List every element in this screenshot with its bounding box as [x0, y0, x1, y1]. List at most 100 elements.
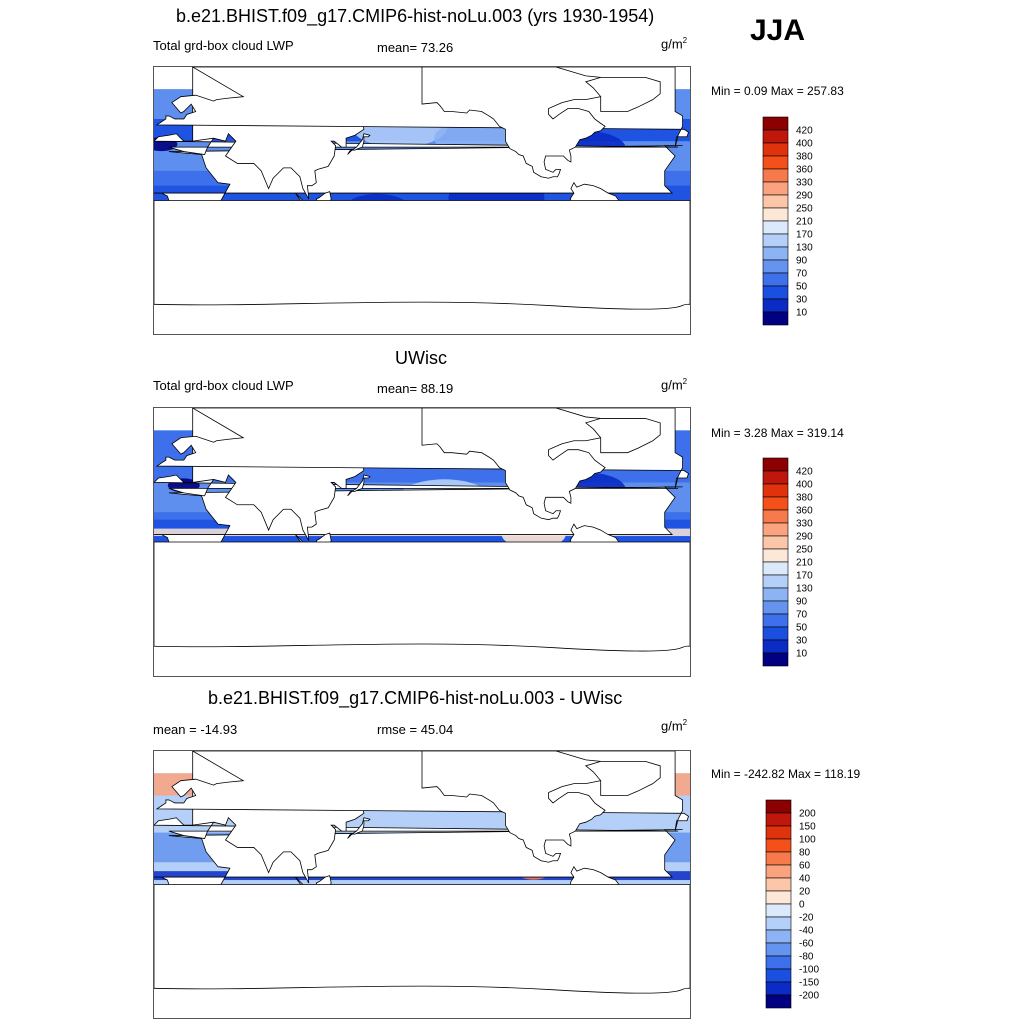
colorbar-swatch: [762, 194, 789, 209]
colorbar-label: 70: [796, 610, 808, 621]
colorbar-swatch: [762, 548, 789, 563]
colorbar-swatch: [765, 942, 792, 957]
colorbar-swatch: [762, 129, 789, 144]
panel-3-colorbar: 200 150 100 80 60 40 20 0 -20 -40 -60 -80 -100 -150 -2…: [765, 799, 826, 1015]
colorbar-swatch: [762, 561, 789, 576]
colorbar-swatch: [765, 994, 792, 1009]
colorbar-swatch: [765, 916, 792, 931]
colorbar-swatch: [765, 851, 792, 866]
panel-1-colorbar: 420 400 380 360 330 290 250 210 170 130 90 70 50 30 10: [762, 116, 823, 332]
panel-1-mean-label: mean= 73.26: [377, 40, 454, 55]
panel-3-units: g/m2: [661, 718, 688, 734]
panel-2-left-label: Total grd-box cloud LWP: [153, 378, 294, 393]
land-mass: [422, 408, 616, 520]
colorbar-swatch: [765, 929, 792, 944]
colorbar-swatch: [765, 955, 792, 970]
colorbar-label: 400: [796, 139, 813, 150]
colorbar-swatch: [762, 522, 789, 537]
colorbar-swatch: [762, 272, 789, 287]
colorbar-label: 360: [796, 165, 813, 176]
colorbar-label: 170: [796, 230, 813, 241]
colorbar-label: 210: [796, 558, 813, 569]
colorbar-swatch: [762, 496, 789, 511]
antarctica: [154, 646, 690, 676]
colorbar-label: 50: [796, 623, 808, 634]
colorbar-label: -60: [799, 939, 814, 950]
colorbar-swatch: [762, 470, 789, 485]
colorbar-swatch: [762, 600, 789, 615]
colorbar-label: 250: [796, 545, 813, 556]
antarctica-coastline: [154, 301, 690, 310]
colorbar-label: 90: [796, 256, 808, 267]
land-mass: [348, 818, 370, 839]
colorbar-label: 400: [796, 480, 813, 491]
colorbar-label: 420: [796, 467, 813, 478]
panel-1-map: [153, 66, 691, 335]
panel-2-mean-label: mean= 88.19: [377, 381, 454, 396]
colorbar-label: 380: [796, 493, 813, 504]
colorbar-label: 70: [796, 269, 808, 280]
colorbar-swatch: [762, 142, 789, 157]
colorbar-label: 150: [799, 822, 816, 833]
land-mass: [154, 542, 690, 676]
panel-2-title: UWisc: [395, 348, 447, 368]
colorbar-label: 210: [796, 217, 813, 228]
colorbar-swatch: [762, 116, 789, 131]
colorbar-swatch: [762, 483, 789, 498]
colorbar-label: 100: [799, 835, 816, 846]
antarctica: [154, 988, 690, 1018]
land-mass: [154, 884, 690, 1017]
land-mass: [348, 475, 370, 496]
colorbar-label: 40: [799, 874, 811, 885]
colorbar-label: 60: [799, 861, 811, 872]
colorbar-swatch: [765, 864, 792, 879]
colorbar-swatch: [762, 298, 789, 313]
colorbar-label: 290: [796, 532, 813, 543]
land-mass: [586, 761, 660, 795]
colorbar-label: 250: [796, 204, 813, 215]
panel-3-mean-label: mean = -14.93: [153, 722, 238, 737]
land-mass: [422, 67, 616, 178]
colorbar-swatch: [762, 233, 789, 248]
colorbar-swatch: [762, 155, 789, 170]
antarctica-coastline: [154, 985, 690, 994]
colorbar-label: 130: [796, 243, 813, 254]
colorbar-label: 10: [796, 649, 808, 660]
panel-1-title: b.e21.BHIST.f09_g17.CMIP6-hist-noLu.003 …: [176, 6, 655, 26]
colorbar-swatch: [762, 181, 789, 196]
land-mass: [586, 418, 660, 452]
colorbar-label: 380: [796, 152, 813, 163]
panel-3-map: [153, 750, 691, 1019]
colorbar-label: 30: [796, 636, 808, 647]
colorbar-swatch: [762, 246, 789, 261]
colorbar-swatch: [762, 639, 789, 654]
season-label: JJA: [750, 14, 806, 47]
colorbar-swatch: [762, 587, 789, 602]
colorbar-label: 170: [796, 571, 813, 582]
colorbar-swatch: [765, 981, 792, 996]
colorbar-swatch: [765, 812, 792, 827]
colorbar-label: 20: [799, 887, 811, 898]
colorbar-swatch: [762, 652, 789, 667]
colorbar-label: 330: [796, 178, 813, 189]
colorbar-label: 330: [796, 519, 813, 530]
colorbar-swatch: [762, 509, 789, 524]
colorbar-swatch: [765, 838, 792, 853]
colorbar-swatch: [765, 799, 792, 814]
colorbar-label: 130: [796, 584, 813, 595]
colorbar-swatch: [765, 968, 792, 983]
colorbar-label: -20: [799, 913, 814, 924]
land-mass: [348, 134, 370, 155]
colorbar-swatch: [762, 207, 789, 222]
colorbar-swatch: [765, 903, 792, 918]
land-mass: [586, 77, 660, 111]
colorbar-swatch: [762, 220, 789, 235]
colorbar-swatch: [762, 311, 789, 326]
colorbar-swatch: [762, 457, 789, 472]
colorbar-label: 80: [799, 848, 811, 859]
colorbar-label: 0: [799, 900, 805, 911]
antarctica-coastline: [154, 643, 690, 652]
panel-2-units: g/m2: [661, 377, 688, 393]
colorbar-label: 420: [796, 126, 813, 137]
colorbar-label: 50: [796, 282, 808, 293]
